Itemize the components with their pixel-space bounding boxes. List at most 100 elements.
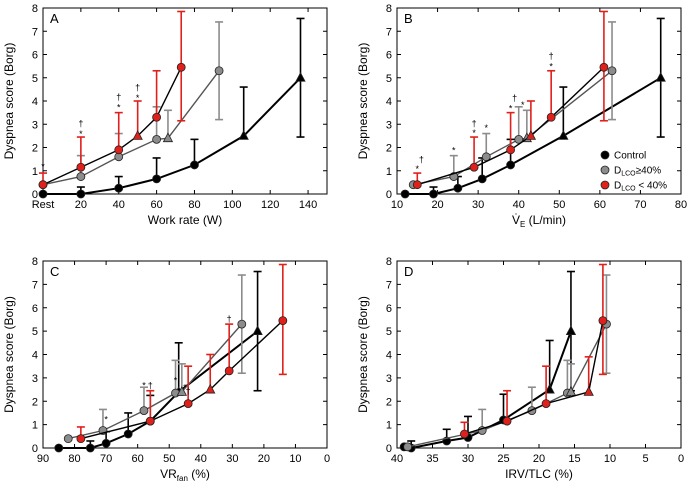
data-point bbox=[38, 180, 48, 190]
x-tick-label: 15 bbox=[568, 453, 580, 465]
panel-letter: C bbox=[50, 264, 59, 279]
x-tick-label: 20 bbox=[258, 453, 270, 465]
x-axis-label: VRfan (%) bbox=[160, 467, 210, 483]
legend-label-part: LCO bbox=[621, 171, 636, 178]
significance-mark: † bbox=[78, 119, 83, 129]
data-point bbox=[412, 180, 422, 190]
y-tick-label: 7 bbox=[386, 26, 392, 38]
significance-mark: * bbox=[183, 383, 187, 393]
panel-d: 0 1 2 3 4 5 6 7 8 40 35 30 25 20 15 10 5 0 Dyspnea score (… bbox=[356, 256, 684, 481]
significance-mark: * bbox=[117, 102, 121, 112]
y-tick-label: 0 bbox=[386, 443, 392, 455]
data-point bbox=[139, 406, 149, 416]
panel-letter: B bbox=[404, 11, 413, 26]
data-point bbox=[85, 443, 95, 453]
data-point bbox=[152, 174, 162, 184]
y-tick-label: 2 bbox=[386, 396, 392, 408]
y-tick-label: 8 bbox=[32, 256, 38, 268]
x-tick-label: 0 bbox=[678, 453, 684, 465]
axes-frame bbox=[396, 260, 682, 449]
x-tick-label: 90 bbox=[37, 453, 49, 465]
series-control bbox=[38, 17, 306, 199]
legend-label-part: D bbox=[614, 166, 621, 177]
series-dlco_ge40 bbox=[403, 274, 611, 452]
y-tick-label: 2 bbox=[32, 396, 38, 408]
significance-mark: † bbox=[148, 380, 153, 390]
data-point bbox=[607, 66, 617, 76]
data-point bbox=[114, 183, 124, 193]
legend-label-dlco_lt40: DLCO < 40% bbox=[614, 181, 667, 193]
x-tick-label: 30 bbox=[472, 199, 484, 211]
x-tick-label: 5 bbox=[642, 453, 648, 465]
x-tick-label: 25 bbox=[497, 453, 509, 465]
x-tick-label: 100 bbox=[223, 199, 241, 211]
panel-a: 0 1 2 3 4 5 6 7 8 Rest 20 40 60 80 100 120 140 Dyspnea sc… bbox=[2, 3, 328, 227]
data-point bbox=[123, 429, 133, 439]
x-tick-label: 10 bbox=[289, 453, 301, 465]
data-point bbox=[502, 416, 512, 426]
axes-frame bbox=[42, 260, 328, 449]
data-point bbox=[76, 162, 86, 172]
data-point-triangle bbox=[565, 325, 577, 336]
significance-mark: * bbox=[452, 145, 456, 155]
x-tick-label: 50 bbox=[553, 199, 565, 211]
data-point-triangle bbox=[132, 130, 143, 140]
x-tick-label: 80 bbox=[68, 453, 80, 465]
series-dlco_lt40 bbox=[38, 10, 186, 190]
legend-label-control: Control bbox=[614, 151, 646, 162]
data-point bbox=[546, 112, 556, 122]
y-tick-label: 6 bbox=[386, 50, 392, 62]
data-point-triangle bbox=[655, 71, 666, 82]
data-point-triangle bbox=[252, 325, 263, 336]
data-point bbox=[152, 112, 162, 122]
significance-mark: † bbox=[135, 83, 140, 93]
y-tick-label: 7 bbox=[32, 279, 38, 291]
legend-label-part: LCO bbox=[621, 186, 636, 193]
y-tick-label: 4 bbox=[32, 96, 38, 108]
y-tick-label: 0 bbox=[386, 189, 392, 201]
significance-mark: † bbox=[419, 155, 424, 165]
x-tick-label: 40 bbox=[513, 199, 525, 211]
data-point-triangle bbox=[558, 130, 569, 140]
series-control bbox=[400, 17, 666, 199]
y-tick-label: 0 bbox=[32, 443, 38, 455]
y-tick-label: 7 bbox=[386, 279, 392, 291]
y-tick-label: 4 bbox=[386, 350, 392, 362]
significance-mark: * bbox=[472, 128, 476, 138]
series-line bbox=[464, 320, 604, 435]
data-point-triangle bbox=[162, 132, 174, 143]
data-point bbox=[469, 162, 479, 172]
y-tick-label: 5 bbox=[32, 326, 38, 338]
significance-mark: † bbox=[472, 119, 477, 129]
x-axis-label: Work rate (W) bbox=[148, 213, 222, 227]
y-axis-label: Dyspnea score (Borg) bbox=[356, 43, 370, 160]
series-line bbox=[68, 323, 243, 440]
significance-mark: * bbox=[79, 129, 83, 139]
x-axis-label-sub: fan bbox=[177, 474, 188, 483]
y-tick-label: 0 bbox=[32, 189, 38, 201]
data-point bbox=[214, 66, 224, 76]
legend-label-part: Control bbox=[614, 151, 646, 162]
y-axis-label: Dyspnea score (Borg) bbox=[2, 296, 16, 413]
y-tick-label: 6 bbox=[32, 50, 38, 62]
y-tick-label: 1 bbox=[386, 166, 392, 178]
axes-frame bbox=[42, 7, 328, 195]
data-point bbox=[76, 172, 86, 181]
data-point bbox=[453, 183, 463, 193]
x-axis-label-rest: (L/min) bbox=[525, 213, 566, 227]
data-point-triangle bbox=[176, 386, 188, 396]
data-point bbox=[541, 399, 551, 408]
significance-mark: * bbox=[484, 123, 488, 133]
data-point bbox=[176, 62, 186, 72]
y-tick-label: 8 bbox=[32, 3, 38, 15]
series-line bbox=[407, 323, 608, 448]
series-line bbox=[42, 70, 220, 186]
data-point-triangle bbox=[295, 71, 306, 82]
data-point bbox=[514, 134, 524, 144]
y-tick-label: 4 bbox=[386, 96, 392, 108]
x-axis-label: V̇E (L/min) bbox=[512, 213, 566, 229]
data-point bbox=[54, 443, 64, 453]
panel-c: 0 1 2 3 4 5 6 7 8 90 80 70 60 50 40 30 20 10 0 Dyspnea scor… bbox=[2, 256, 330, 483]
x-tick-label: 40 bbox=[391, 453, 403, 465]
